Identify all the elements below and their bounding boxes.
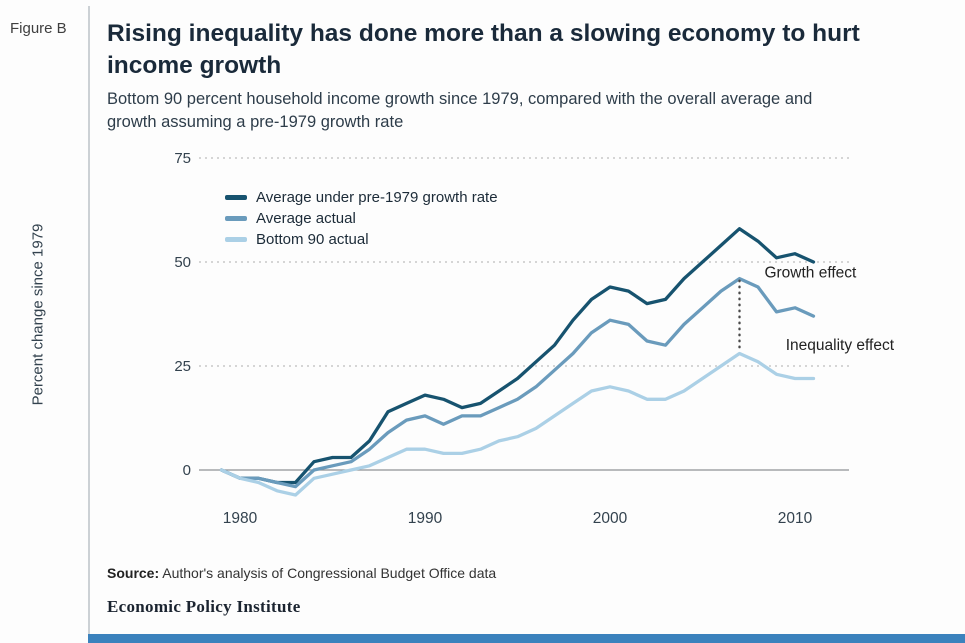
chart-subtitle: Bottom 90 percent household income growt… <box>107 90 813 132</box>
legend: Average under pre-1979 growth rate Avera… <box>225 187 498 250</box>
legend-swatch-dark <box>225 195 247 200</box>
legend-swatch-light <box>225 237 247 242</box>
vertical-divider <box>88 6 90 634</box>
y-tick-label: 0 <box>183 462 191 479</box>
y-tick-label: 50 <box>174 254 191 271</box>
legend-label: Average under pre-1979 growth rate <box>256 189 498 206</box>
epi-logo-text: Economic Policy Institute <box>107 597 301 616</box>
legend-label: Average actual <box>256 210 356 227</box>
legend-item: Average under pre-1979 growth rate <box>225 187 498 208</box>
series-line-0 <box>219 227 816 485</box>
chart-canvas: 0 25 50 75 1980 1990 2000 2010 Growth effect Ineq… <box>174 150 895 527</box>
legend-item: Bottom 90 actual <box>225 229 498 250</box>
x-tick-label: 1990 <box>408 510 443 527</box>
source-note: Source: Author's analysis of Congression… <box>107 565 496 581</box>
x-tick-label: 1980 <box>223 510 258 527</box>
source-text: Author's analysis of Congressional Budge… <box>159 565 497 581</box>
x-tick-label: 2000 <box>593 510 628 527</box>
legend-label: Bottom 90 actual <box>256 231 369 248</box>
annotation-inequality-effect: Inequality effect <box>786 337 895 354</box>
y-tick-label: 25 <box>174 358 191 375</box>
annotation-growth-effect: Growth effect <box>764 264 857 281</box>
figure-label: Figure B <box>10 20 67 37</box>
y-axis-title: Percent change since 1979 <box>29 223 47 406</box>
series-line-2 <box>219 351 816 497</box>
legend-swatch-medium <box>225 216 247 221</box>
chart-area: 0 25 50 75 1980 1990 2000 2010 Growth effect Ineq… <box>107 140 957 545</box>
y-tick-label: 75 <box>174 150 191 167</box>
accent-bar <box>88 634 965 643</box>
source-label: Source: <box>107 565 160 581</box>
x-tick-label: 2010 <box>778 510 813 527</box>
series-line-1 <box>219 276 816 489</box>
chart-title: Rising inequality has done more than a s… <box>107 20 860 80</box>
legend-item: Average actual <box>225 208 498 229</box>
